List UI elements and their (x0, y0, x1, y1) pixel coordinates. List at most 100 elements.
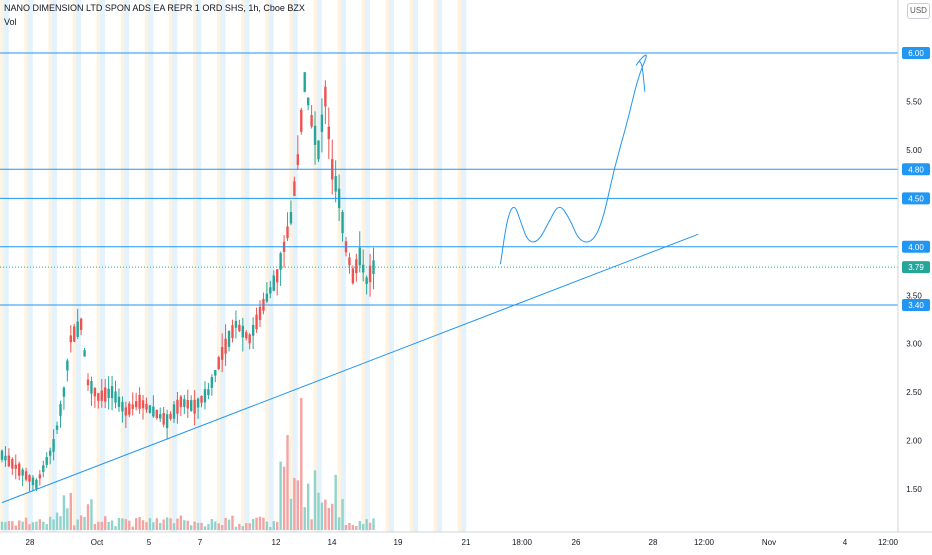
volume-bar (124, 519, 128, 530)
trendline (1, 233, 699, 504)
session-band (168, 0, 173, 532)
volume-bar (7, 521, 11, 530)
candle-body (362, 264, 365, 273)
candle-body (100, 390, 103, 401)
volume-bar (38, 519, 42, 530)
candle-body (28, 475, 31, 482)
level-tag (902, 298, 930, 311)
volume-bar (107, 522, 110, 530)
session-band (51, 0, 57, 532)
session-band (433, 0, 438, 532)
volume-bar (214, 521, 217, 530)
last-price-label: 3.79 (908, 263, 924, 272)
volume-bar (372, 518, 375, 530)
volume-bar (203, 526, 207, 530)
time-tick-label: 21 (462, 538, 471, 547)
candle-body (169, 413, 172, 419)
volume-bar (193, 521, 196, 530)
candle-body (327, 126, 330, 140)
candle-body (21, 469, 24, 476)
candle-body (148, 405, 152, 413)
candle-body (365, 277, 368, 284)
candle-body (220, 347, 224, 360)
candle-body (358, 247, 361, 266)
volume-bar (169, 518, 172, 530)
level-tag (902, 47, 930, 59)
volume-bar (231, 515, 234, 530)
axis-background (898, 0, 932, 550)
volume-bar (327, 508, 330, 530)
volume-bar (365, 519, 368, 530)
volume-bar (238, 523, 241, 530)
volume-bar (282, 466, 286, 530)
chart-title: NANO DIMENSION LTD SPON ADS EA REPR 1 OR… (4, 3, 305, 13)
session-band (48, 0, 53, 532)
session-band (437, 0, 443, 532)
level-tag (902, 163, 930, 176)
volume-bar (155, 518, 158, 530)
candle-body (93, 388, 97, 397)
volume-bar (207, 524, 210, 530)
candle-body (124, 407, 128, 416)
currency-button[interactable]: USD (907, 3, 930, 19)
time-tick-label: 7 (198, 538, 203, 547)
time-tick-label: 5 (147, 538, 152, 547)
candle-body (238, 324, 241, 332)
volume-bar (45, 524, 48, 530)
session-band (316, 0, 322, 532)
volume-bar (138, 517, 141, 530)
candle-body (368, 265, 372, 283)
session-band (461, 0, 467, 532)
volume-bar (86, 504, 90, 530)
time-tick-label: 14 (328, 538, 337, 547)
session-band (364, 0, 370, 532)
candle-body (55, 425, 59, 430)
candle-body (351, 268, 355, 284)
candle-body (190, 400, 193, 411)
level-tag-label: 6.00 (908, 49, 924, 58)
candle-body (224, 338, 227, 354)
volume-bar (265, 521, 269, 530)
candle-body (117, 396, 121, 407)
session-band (72, 0, 77, 532)
candle-body (186, 400, 189, 409)
candle-body (107, 388, 110, 399)
trendline-group (1, 233, 699, 504)
volume-bar (131, 526, 134, 530)
candle-body (248, 334, 251, 344)
candle-body (165, 414, 169, 429)
volume-bar (35, 521, 38, 530)
volume-bars (0, 398, 375, 530)
volume-bar (234, 526, 238, 530)
volume-bar (306, 483, 310, 530)
candle-body (138, 394, 141, 409)
volume-bar (148, 518, 152, 530)
candle-body (31, 477, 35, 486)
session-band (192, 0, 197, 532)
candle-body (258, 306, 262, 320)
volume-bar (362, 524, 365, 530)
candle-body (176, 399, 179, 414)
candle-body (35, 479, 38, 489)
volume-bar (76, 519, 79, 530)
volume-bar (69, 492, 72, 530)
session-band (268, 0, 274, 532)
session-band (144, 0, 149, 532)
candle-body (207, 389, 210, 396)
volume-bar (97, 521, 100, 530)
volume-bar (227, 519, 231, 530)
volume-bar (289, 498, 293, 530)
candle-body (324, 86, 327, 107)
candle-body (296, 154, 300, 165)
candle-body (145, 403, 148, 410)
volume-bar (4, 522, 7, 530)
session-bands (0, 0, 467, 532)
volume-bar (351, 525, 355, 530)
price-tick-label: 1.50 (906, 485, 922, 494)
candle-body (97, 393, 100, 401)
price-tick-label: 3.00 (906, 340, 922, 349)
time-tick-label: 26 (572, 538, 581, 547)
volume-bar (165, 517, 169, 530)
